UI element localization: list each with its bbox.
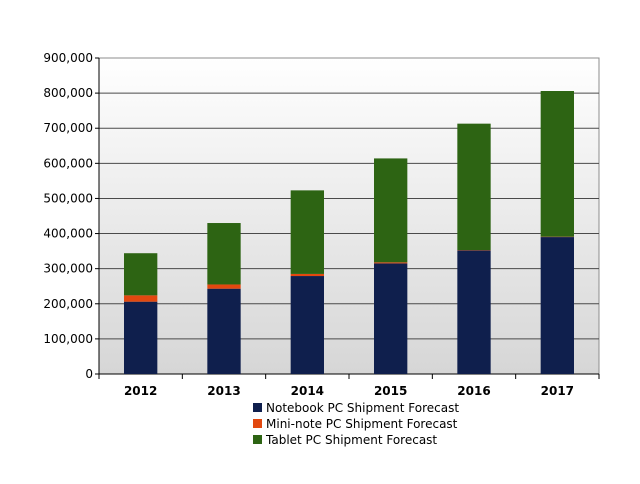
legend-swatch xyxy=(253,403,262,412)
bar-segment xyxy=(541,91,574,237)
y-tick-label: 0 xyxy=(85,367,93,381)
y-tick-label: 400,000 xyxy=(43,227,93,241)
y-tick-label: 800,000 xyxy=(43,86,93,100)
legend-label: Notebook PC Shipment Forecast xyxy=(266,401,459,415)
bar-segment xyxy=(124,295,157,301)
bar-segment xyxy=(374,263,407,374)
bar-segment xyxy=(124,302,157,374)
y-tick-label: 500,000 xyxy=(43,191,93,205)
x-tick-label: 2016 xyxy=(457,384,490,398)
x-tick-label: 2017 xyxy=(541,384,574,398)
bar-segment xyxy=(457,124,490,250)
y-tick-label: 900,000 xyxy=(43,51,93,65)
y-tick-label: 200,000 xyxy=(43,297,93,311)
bar-segment xyxy=(541,237,574,374)
bar-segment xyxy=(207,289,240,374)
legend-swatch xyxy=(253,435,262,444)
bar-segment xyxy=(291,274,324,276)
bar-segment xyxy=(374,262,407,263)
x-tick-label: 2014 xyxy=(291,384,324,398)
y-tick-label: 300,000 xyxy=(43,262,93,276)
legend-label: Tablet PC Shipment Forecast xyxy=(265,433,437,447)
legend-swatch xyxy=(253,419,262,428)
bar-segment xyxy=(124,253,157,295)
x-tick-label: 2013 xyxy=(207,384,240,398)
x-tick-label: 2012 xyxy=(124,384,157,398)
plot-area xyxy=(99,58,599,374)
y-tick-label: 100,000 xyxy=(43,332,93,346)
x-tick-label: 2015 xyxy=(374,384,407,398)
x-axis-ticks: 2012 2013 2014 2015 2016 2017 xyxy=(99,374,599,398)
y-tick-label: 700,000 xyxy=(43,121,93,135)
legend: Notebook PC Shipment Forecast Mini-note P… xyxy=(253,401,459,447)
bar-segment xyxy=(291,276,324,374)
bar-segment xyxy=(207,284,240,288)
bar-segment xyxy=(291,190,324,274)
bar-segment xyxy=(207,223,240,284)
bar-segment xyxy=(374,158,407,262)
legend-label: Mini-note PC Shipment Forecast xyxy=(266,417,458,431)
bar-segment xyxy=(457,250,490,374)
y-tick-label: 600,000 xyxy=(43,156,93,170)
